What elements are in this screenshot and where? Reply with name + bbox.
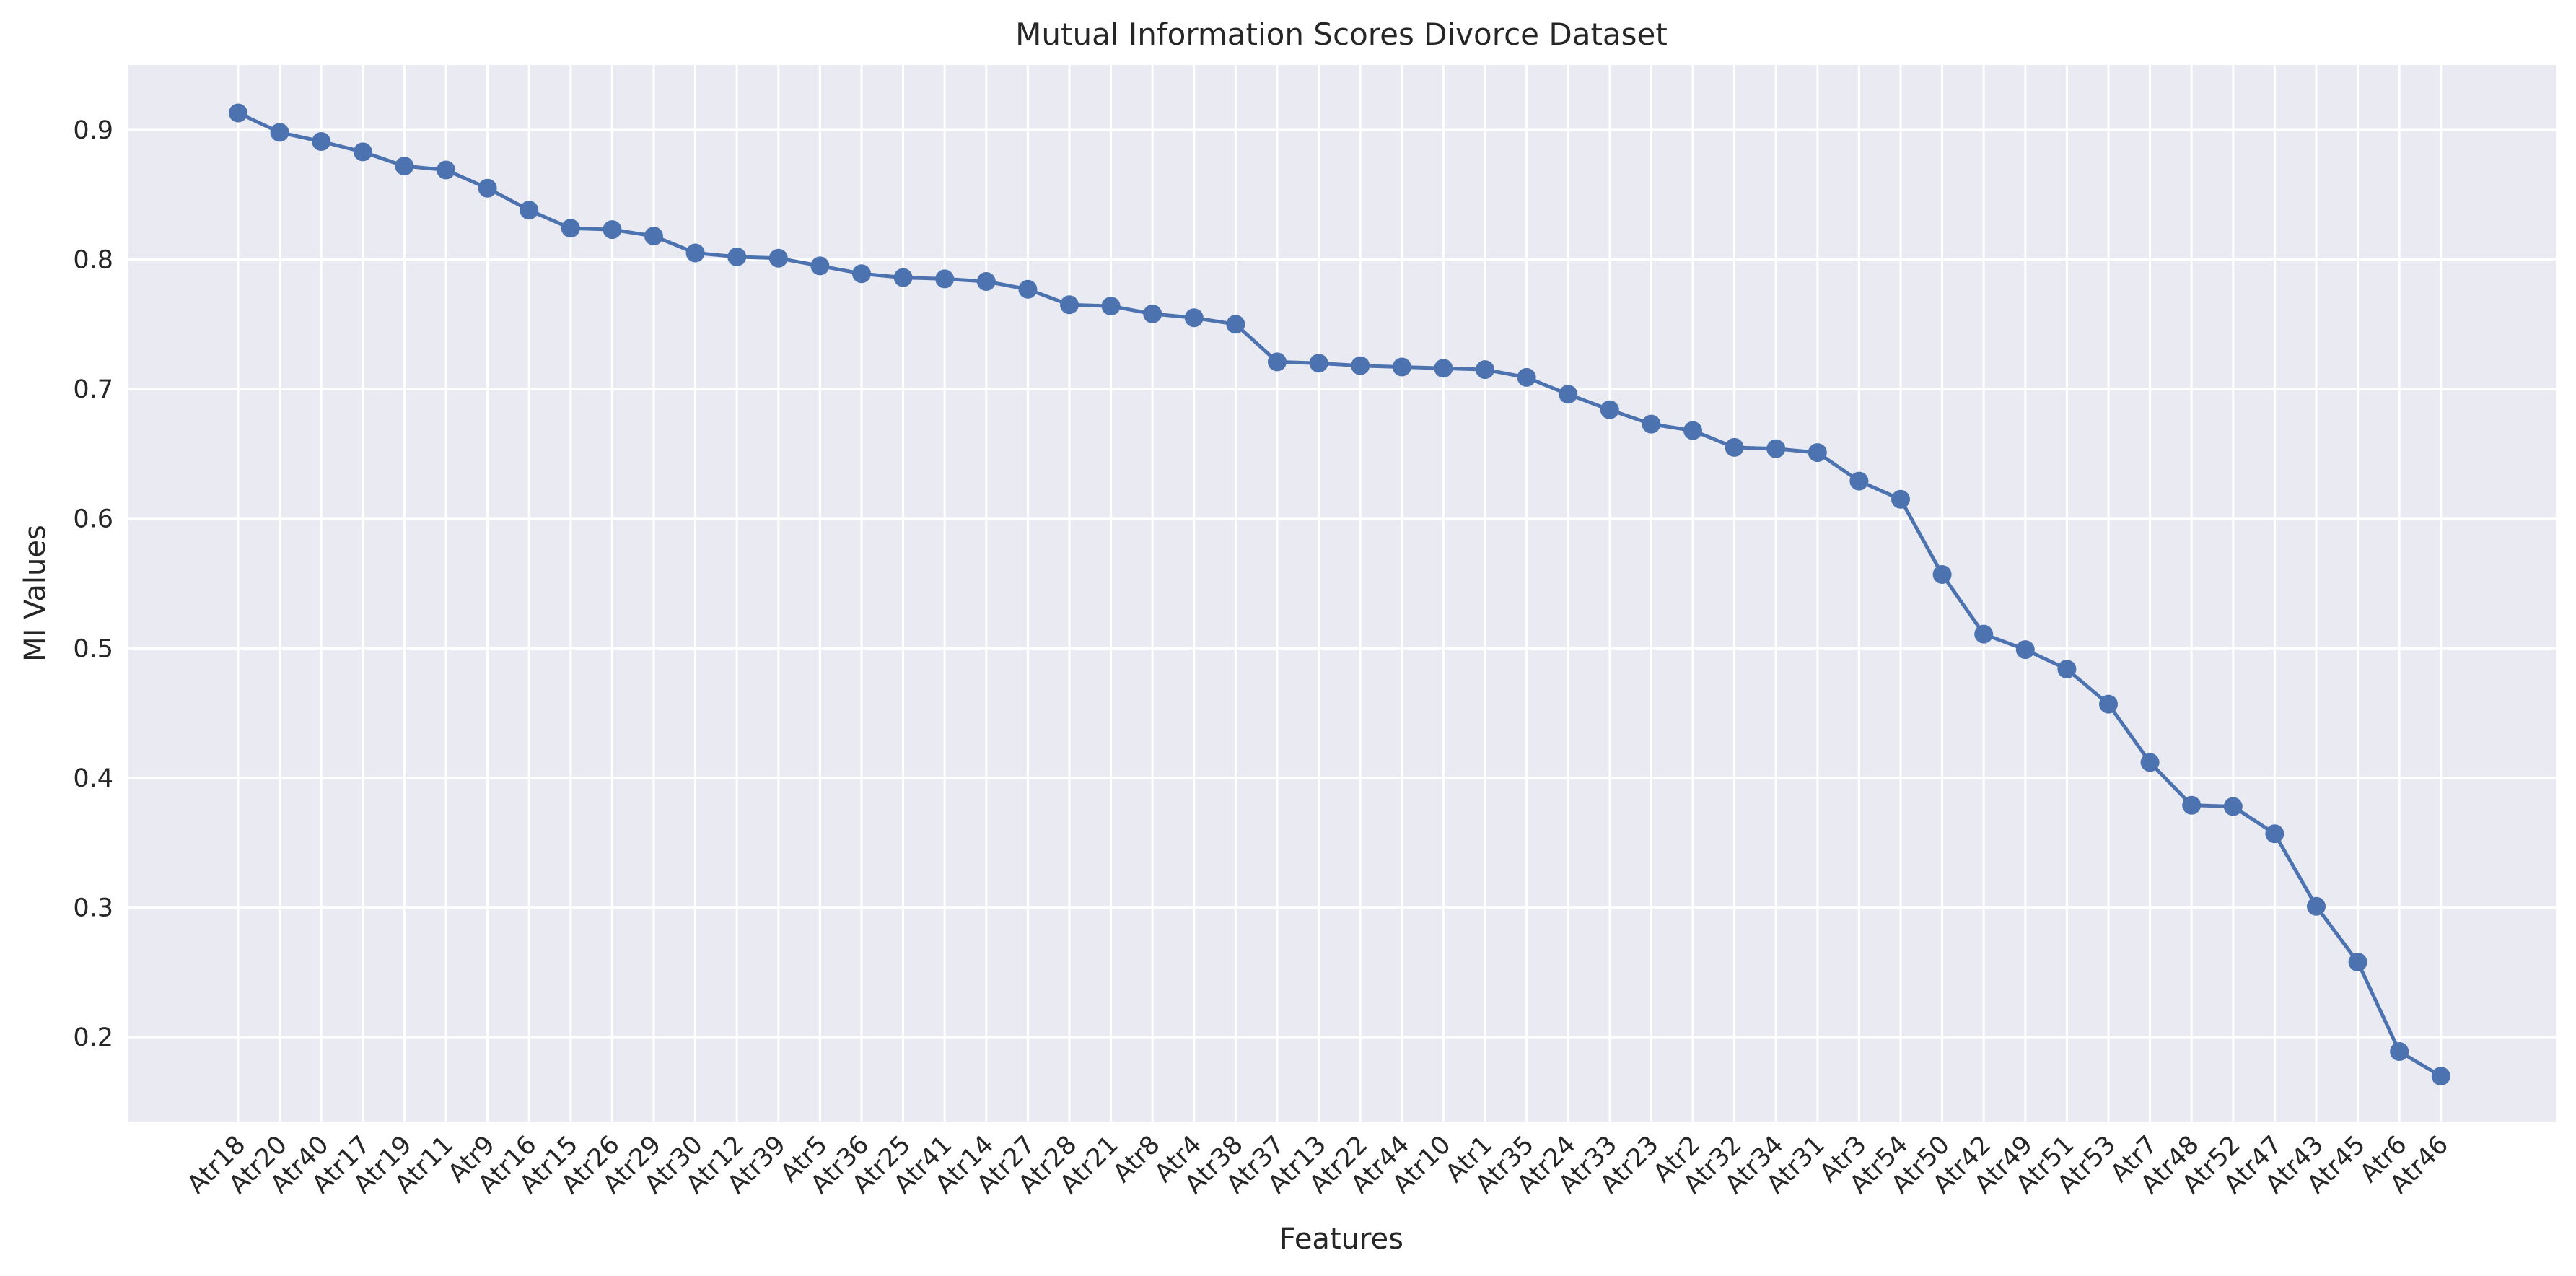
grid-lines [128,65,2556,1122]
data-point [768,248,788,268]
data-point [1060,295,1079,315]
data-point [353,142,372,162]
data-point [270,123,289,142]
data-point [1891,489,1910,509]
data-point [2431,1067,2450,1086]
y-axis-label: MI Values [19,525,52,662]
data-point [2348,953,2367,972]
data-point [1184,308,1204,328]
y-tick-label: 0.3 [73,894,113,923]
data-point [852,264,871,284]
data-point [893,268,913,287]
data-point [644,227,663,246]
data-point [312,132,331,151]
data-point [2223,797,2243,816]
data-point [561,219,580,238]
data-point [810,256,830,276]
data-point [1226,315,1245,334]
data-point [1018,279,1038,299]
y-tick-label: 0.7 [73,375,113,404]
data-point [2057,660,2077,679]
data-point [229,103,247,123]
data-point [2015,640,2035,660]
data-point [1683,421,1702,440]
data-point [1143,304,1162,323]
data-point [2307,896,2326,916]
data-point [1808,443,1827,463]
y-tick-label: 0.5 [73,634,113,663]
data-point [685,243,705,263]
data-point [1268,352,1287,372]
y-tick-labels: 0.2 0.3 0.4 0.5 0.6 0.7 0.8 0.9 [73,116,113,1052]
y-tick-label: 0.4 [73,764,113,793]
data-point [1392,357,1411,377]
data-point [2265,824,2284,844]
data-point [1974,624,1994,644]
data-point [1849,471,1869,491]
y-tick-label: 0.9 [73,116,113,145]
data-point [1766,439,1786,458]
data-point [1559,385,1578,404]
data-point [976,272,996,291]
data-point [1725,437,1744,457]
mi-data-points [229,103,2450,1086]
data-point [437,160,455,180]
data-point [1642,414,1661,434]
data-point [1434,359,1453,378]
data-point [1932,565,1952,584]
chart-title: Mutual Information Scores Divorce Datase… [1015,17,1668,52]
y-tick-label: 0.6 [73,505,113,534]
plot-area [128,65,2556,1122]
data-point [2390,1042,2409,1061]
x-tick-labels: Atr18Atr20Atr40Atr17Atr19Atr11Atr9Atr16A… [182,1130,2454,1199]
data-point [1600,400,1619,419]
data-point [520,201,539,220]
data-point [395,157,414,176]
data-point [2099,694,2118,714]
data-point [1309,354,1328,373]
data-point [935,269,955,289]
data-point [1476,360,1494,380]
y-tick-label: 0.8 [73,245,113,274]
y-tick-label: 0.2 [73,1023,113,1052]
data-point [478,178,497,198]
data-point [2140,753,2160,772]
data-point [1517,367,1536,387]
data-point [2182,795,2202,815]
data-point [603,220,622,240]
data-point [1351,356,1370,375]
x-axis-label: Features [1279,1223,1403,1256]
data-point [1101,297,1121,316]
data-point [727,247,747,266]
